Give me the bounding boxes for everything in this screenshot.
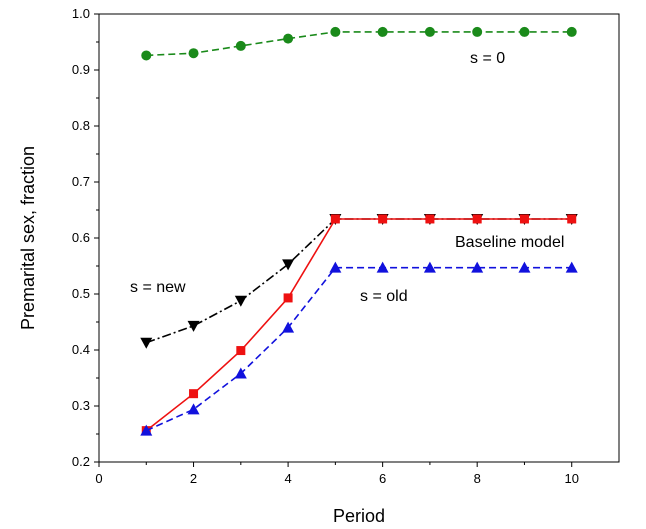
data-point [187,403,200,415]
series-line [145,266,572,432]
x-tick-label: 4 [284,471,291,486]
data-point [283,33,294,44]
data-point [282,321,295,333]
data-point [187,320,200,332]
y-tick-label: 0.4 [72,342,90,357]
y-axis-title: Premarital sex, fraction [18,146,38,330]
series-layer [140,26,578,436]
x-tick-label: 10 [564,471,578,486]
data-point [472,214,482,224]
series-s-0 [141,26,577,61]
data-point [376,261,389,273]
data-point [472,26,483,37]
y-tick-label: 0.7 [72,174,90,189]
data-point [188,48,199,59]
axis-ticks: 0 2 4 6 8 10 0.2 0.3 0.4 0.5 0.6 0.7 0.8 0.9 1.0 [72,6,579,486]
data-point [424,26,435,37]
data-point [330,214,340,224]
data-point [518,261,531,273]
data-point [471,261,484,273]
data-point [425,214,435,224]
series-label: s = new [130,279,186,296]
series-line [146,31,572,57]
x-axis-title: Period [333,506,385,526]
series-line [145,218,572,432]
data-point [234,367,247,379]
x-tick-label: 8 [474,471,481,486]
y-tick-label: 1.0 [72,6,90,21]
data-point [140,337,153,349]
x-tick-label: 0 [95,471,102,486]
x-tick-label: 6 [379,471,386,486]
data-point [423,261,436,273]
y-tick-label: 0.6 [72,230,90,245]
data-point [329,261,342,273]
data-point [141,50,152,61]
data-point [519,26,530,37]
y-tick-label: 0.8 [72,118,90,133]
series-label: s = 0 [470,50,505,67]
data-point [282,259,295,271]
y-tick-label: 0.5 [72,286,90,301]
data-point [330,26,341,37]
series-labels: s = 0 s = new Baseline model s = old [130,50,564,305]
data-point [567,214,577,224]
series-label: Baseline model [455,234,564,251]
data-point [140,424,153,436]
data-point [519,214,529,224]
data-point [283,293,293,303]
y-tick-label: 0.3 [72,398,90,413]
y-tick-label: 0.9 [72,62,90,77]
data-point [189,389,199,399]
data-point [566,26,577,37]
data-point [235,40,246,51]
series-s-old [140,261,578,436]
data-point [236,346,246,356]
x-tick-label: 2 [190,471,197,486]
data-point [377,26,388,37]
data-point [378,214,388,224]
data-point [234,295,247,307]
data-point [565,261,578,273]
series-label: s = old [360,288,408,305]
y-tick-label: 0.2 [72,454,90,469]
